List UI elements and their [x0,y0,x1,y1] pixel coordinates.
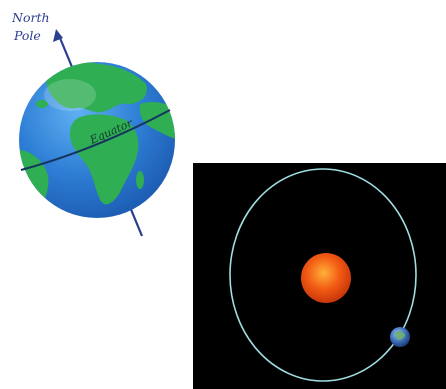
equator-line [20,109,171,171]
madagascar-landmass [136,171,144,189]
europe-landmass [46,62,147,113]
earth-small-land [395,331,405,340]
orbit-figure [193,163,446,389]
north-label-line1: North [11,10,50,25]
globe-highlight [44,79,96,111]
island [36,100,48,108]
tilted-earth-figure: North Pole Equator [11,10,175,237]
north-arrow-head [53,29,63,42]
north-label-line2: Pole [13,28,41,43]
sun [301,253,351,303]
orbit-path [229,168,417,382]
africa-landmass [69,114,139,205]
